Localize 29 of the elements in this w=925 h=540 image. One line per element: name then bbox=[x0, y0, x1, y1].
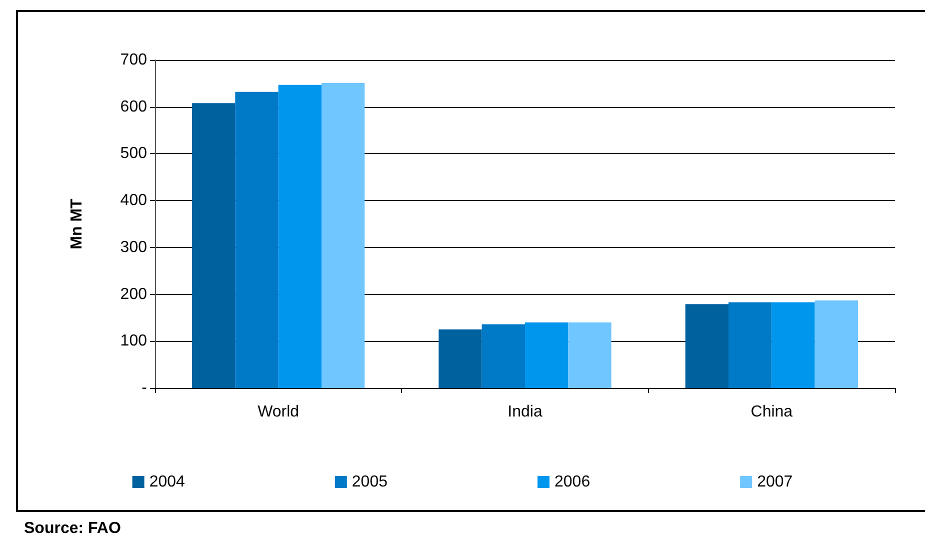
x-tick-label: India bbox=[508, 404, 542, 420]
y-tick-label: - bbox=[142, 380, 147, 396]
bar bbox=[192, 103, 236, 388]
y-tick-label: 200 bbox=[120, 286, 148, 303]
legend-label: 2004 bbox=[149, 474, 186, 490]
bar bbox=[322, 82, 365, 388]
y-tick-label: 100 bbox=[120, 332, 148, 350]
y-tick-label: 600 bbox=[120, 98, 148, 116]
bar bbox=[568, 322, 612, 388]
x-tick-label: World bbox=[258, 404, 300, 420]
y-tick-label: 700 bbox=[120, 52, 148, 68]
x-tick-label: China bbox=[750, 404, 793, 420]
y-tick-label: 500 bbox=[120, 145, 148, 162]
bar bbox=[482, 324, 525, 388]
legend-label: 2007 bbox=[757, 474, 793, 490]
bar bbox=[278, 84, 322, 388]
bar bbox=[814, 300, 858, 388]
bar bbox=[438, 329, 482, 388]
bar bbox=[772, 302, 815, 388]
y-tick-label: 400 bbox=[120, 192, 148, 210]
y-tick-label: 300 bbox=[120, 238, 148, 256]
y-axis-title: Mn MT bbox=[68, 198, 86, 250]
legend-label: 2006 bbox=[554, 474, 590, 490]
bar bbox=[235, 92, 278, 388]
source-note: Source: FAO bbox=[24, 520, 121, 538]
bar bbox=[728, 302, 772, 388]
bar bbox=[685, 304, 728, 388]
bar bbox=[525, 322, 568, 388]
legend-label: 2005 bbox=[352, 474, 388, 490]
